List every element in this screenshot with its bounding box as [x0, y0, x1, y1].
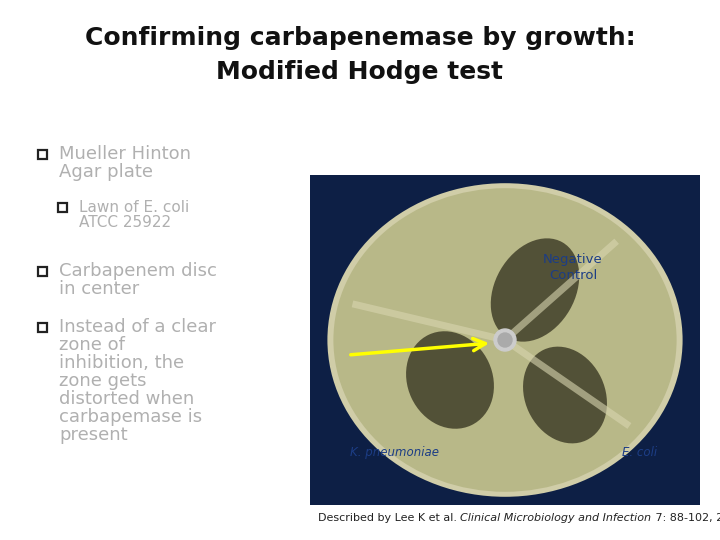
Text: ATCC 25922: ATCC 25922: [79, 215, 171, 230]
Circle shape: [498, 333, 512, 347]
Ellipse shape: [328, 183, 683, 497]
Circle shape: [494, 329, 516, 351]
Ellipse shape: [491, 238, 579, 342]
Bar: [310, 175, 700, 505]
Text: present: present: [59, 426, 127, 444]
Text: Confirming carbapenemase by growth:: Confirming carbapenemase by growth:: [85, 26, 635, 50]
Text: Negative
Control: Negative Control: [543, 253, 603, 282]
Ellipse shape: [523, 347, 607, 443]
Text: Instead of a clear: Instead of a clear: [59, 318, 216, 336]
Text: zone gets: zone gets: [59, 372, 146, 390]
Text: Clinical Microbiology and Infection: Clinical Microbiology and Infection: [461, 513, 652, 523]
Text: Mueller Hinton: Mueller Hinton: [59, 145, 191, 163]
Ellipse shape: [406, 331, 494, 429]
Text: carbapemase is: carbapemase is: [59, 408, 202, 426]
Ellipse shape: [333, 188, 677, 492]
Text: Lawn of E. coli: Lawn of E. coli: [79, 200, 189, 215]
Text: E. coli: E. coli: [622, 446, 657, 458]
Bar: [37, 150, 47, 159]
Bar: [58, 203, 66, 212]
Text: K. pneumoniae: K. pneumoniae: [350, 446, 439, 458]
Bar: [37, 267, 47, 275]
Text: Described by Lee K et al.: Described by Lee K et al.: [318, 513, 461, 523]
Text: 7: 88-102, 2001.: 7: 88-102, 2001.: [652, 513, 720, 523]
Text: in center: in center: [59, 280, 139, 298]
Bar: [37, 322, 47, 332]
Text: Agar plate: Agar plate: [59, 163, 153, 181]
Text: inhibition, the: inhibition, the: [59, 354, 184, 372]
Text: Carbapenem disc: Carbapenem disc: [59, 262, 217, 280]
Text: Modified Hodge test: Modified Hodge test: [217, 60, 503, 84]
Text: distorted when: distorted when: [59, 390, 194, 408]
Text: zone of: zone of: [59, 336, 125, 354]
